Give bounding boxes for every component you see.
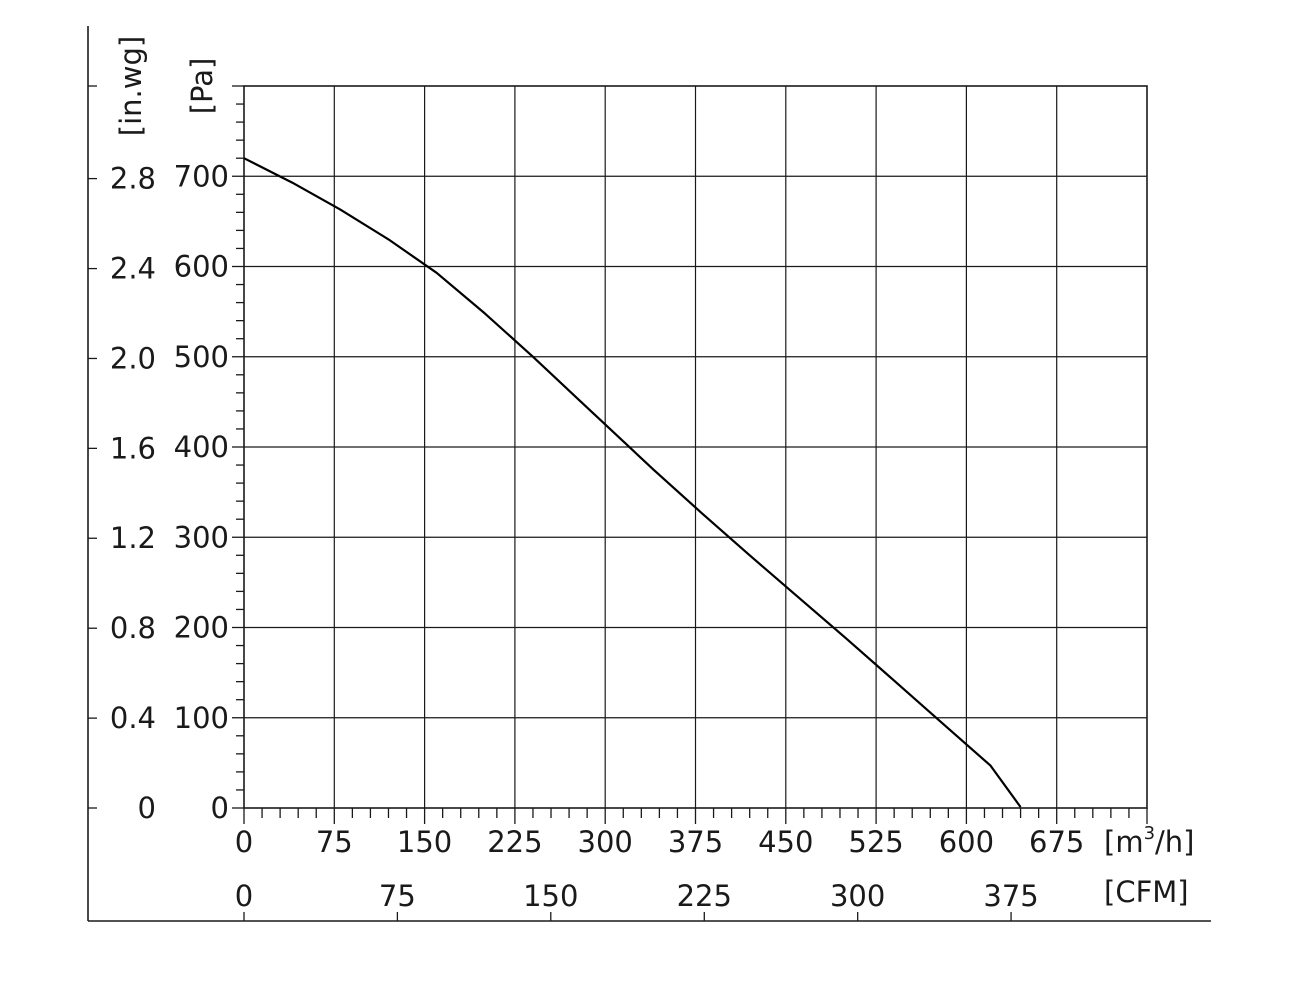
y-primary-tick-label: 600 <box>174 250 229 284</box>
x-primary-tick-label: 450 <box>758 825 813 859</box>
y-secondary-tick-label: 0.8 <box>110 611 156 645</box>
y-primary-tick-label: 500 <box>174 340 229 374</box>
x-secondary-tick-label: 375 <box>983 879 1038 913</box>
y-primary-tick-label: 100 <box>174 701 229 735</box>
pressure-flow-curve <box>243 157 1022 808</box>
y-secondary-tick-label: 0 <box>138 791 156 825</box>
x-primary-tick-label: 525 <box>848 825 903 859</box>
y-primary-tick-label: 700 <box>174 159 229 193</box>
y-secondary-tick-label: 1.2 <box>110 521 156 555</box>
x-secondary-tick-label: 300 <box>830 879 885 913</box>
x-secondary-tick-label: 75 <box>379 879 416 913</box>
x-primary-tick-label: 225 <box>487 825 542 859</box>
y-primary-unit-label: [Pa] <box>185 58 219 115</box>
x-primary-unit-sup: 3 <box>1144 823 1155 844</box>
x-primary-tick-label: 675 <box>1029 825 1084 859</box>
x-primary-unit-end: /h] <box>1155 825 1194 859</box>
x-primary-unit-label: [m3/h] <box>1104 823 1195 859</box>
tick-labels: 0 100 200 300 400 500 600 700 0 0.4 0.8 1.2 1.6 2.0 2.… <box>110 159 1085 913</box>
y-secondary-tick-label: 2.0 <box>110 341 156 375</box>
grid <box>244 86 1147 808</box>
y-primary-tick-label: 200 <box>174 611 229 645</box>
axes <box>87 26 1211 922</box>
x-secondary-tick-label: 225 <box>677 879 732 913</box>
x-secondary-tick-label: 0 <box>235 879 253 913</box>
x-primary-tick-label: 300 <box>578 825 633 859</box>
x-secondary-unit-label: [CFM] <box>1104 875 1189 909</box>
x-secondary-tick-label: 150 <box>523 879 578 913</box>
y-secondary-tick-label: 2.8 <box>110 162 156 196</box>
x-primary-tick-label: 375 <box>668 825 723 859</box>
y-secondary-tick-label: 2.4 <box>110 252 156 286</box>
y-secondary-tick-label: 1.6 <box>110 431 156 465</box>
y-secondary-unit-label: [in.wg] <box>114 36 148 136</box>
y-primary-tick-label: 400 <box>174 430 229 464</box>
y-secondary-tick-label: 0.4 <box>110 701 156 735</box>
x-primary-unit-start: [m <box>1104 825 1144 859</box>
y-primary-tick-label: 300 <box>174 520 229 554</box>
x-primary-tick-label: 150 <box>397 825 452 859</box>
x-primary-tick-label: 75 <box>316 825 353 859</box>
x-primary-tick-label: 600 <box>939 825 994 859</box>
y-primary-tick-label: 0 <box>211 791 229 825</box>
x-primary-tick-label: 0 <box>235 825 253 859</box>
